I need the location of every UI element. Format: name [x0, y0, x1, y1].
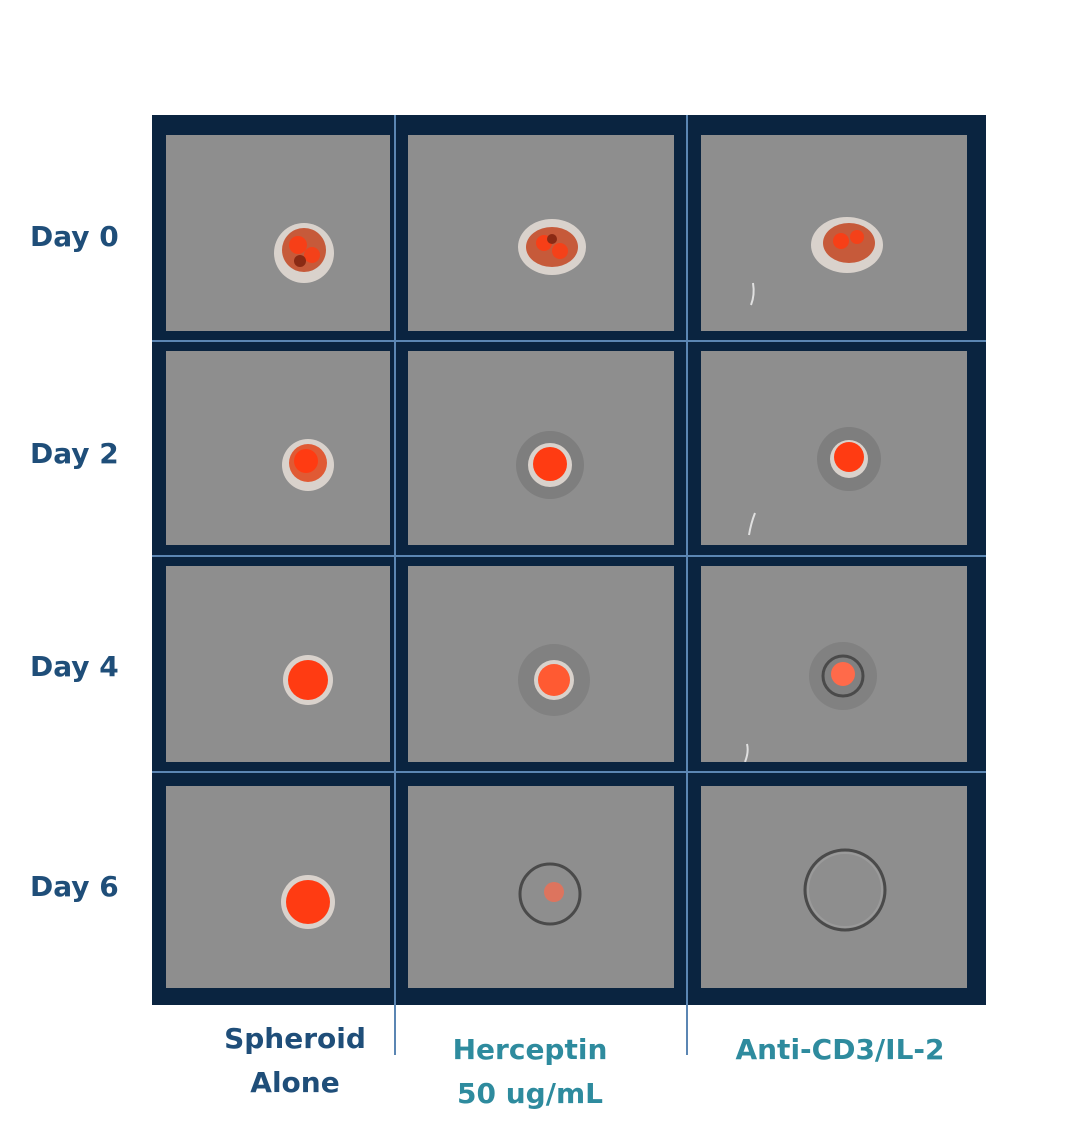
column-label-line-1: Anti-CD3/IL-2: [735, 1033, 945, 1066]
micrograph-day6-anti-cd3-il2: [701, 786, 967, 988]
micrograph-day2-spheroid-alone: [166, 351, 390, 545]
grid-divider-horizontal: [152, 555, 986, 557]
column-separator-tick: [394, 1005, 396, 1055]
micrograph-day6-herceptin: [408, 786, 674, 988]
row-label-day-0: Day 0: [30, 220, 119, 253]
micrograph-day0-spheroid-alone: [166, 135, 390, 331]
column-label-line-1: Herceptin: [452, 1033, 608, 1066]
micrograph-day4-spheroid-alone: [166, 566, 390, 762]
column-separator-tick: [686, 1005, 688, 1055]
column-label-line-2: 50 ug/mL: [457, 1077, 603, 1110]
micrograph-day4-anti-cd3-il2: [701, 566, 967, 762]
grid-divider-horizontal: [152, 340, 986, 342]
micrograph-day2-anti-cd3-il2: [701, 351, 967, 545]
column-label-herceptin: Herceptin 50 ug/mL: [420, 1028, 640, 1116]
micrograph-day2-herceptin: [408, 351, 674, 545]
image-grid: [152, 115, 986, 1005]
grid-divider-vertical: [686, 115, 688, 1005]
column-label-line-2: Alone: [250, 1066, 340, 1099]
grid-divider-vertical: [394, 115, 396, 1005]
column-label-spheroid-alone: Spheroid Alone: [195, 1017, 395, 1105]
column-label-line-1: Spheroid: [224, 1022, 366, 1055]
micrograph-day6-spheroid-alone: [166, 786, 390, 988]
row-label-day-6: Day 6: [30, 870, 119, 903]
micrograph-day0-anti-cd3-il2: [701, 135, 967, 331]
row-label-day-4: Day 4: [30, 650, 119, 683]
micrograph-day4-herceptin: [408, 566, 674, 762]
row-label-day-2: Day 2: [30, 437, 119, 470]
grid-divider-horizontal: [152, 771, 986, 773]
column-label-anti-cd3-il2: Anti-CD3/IL-2: [705, 1028, 975, 1072]
micrograph-day0-herceptin: [408, 135, 674, 331]
